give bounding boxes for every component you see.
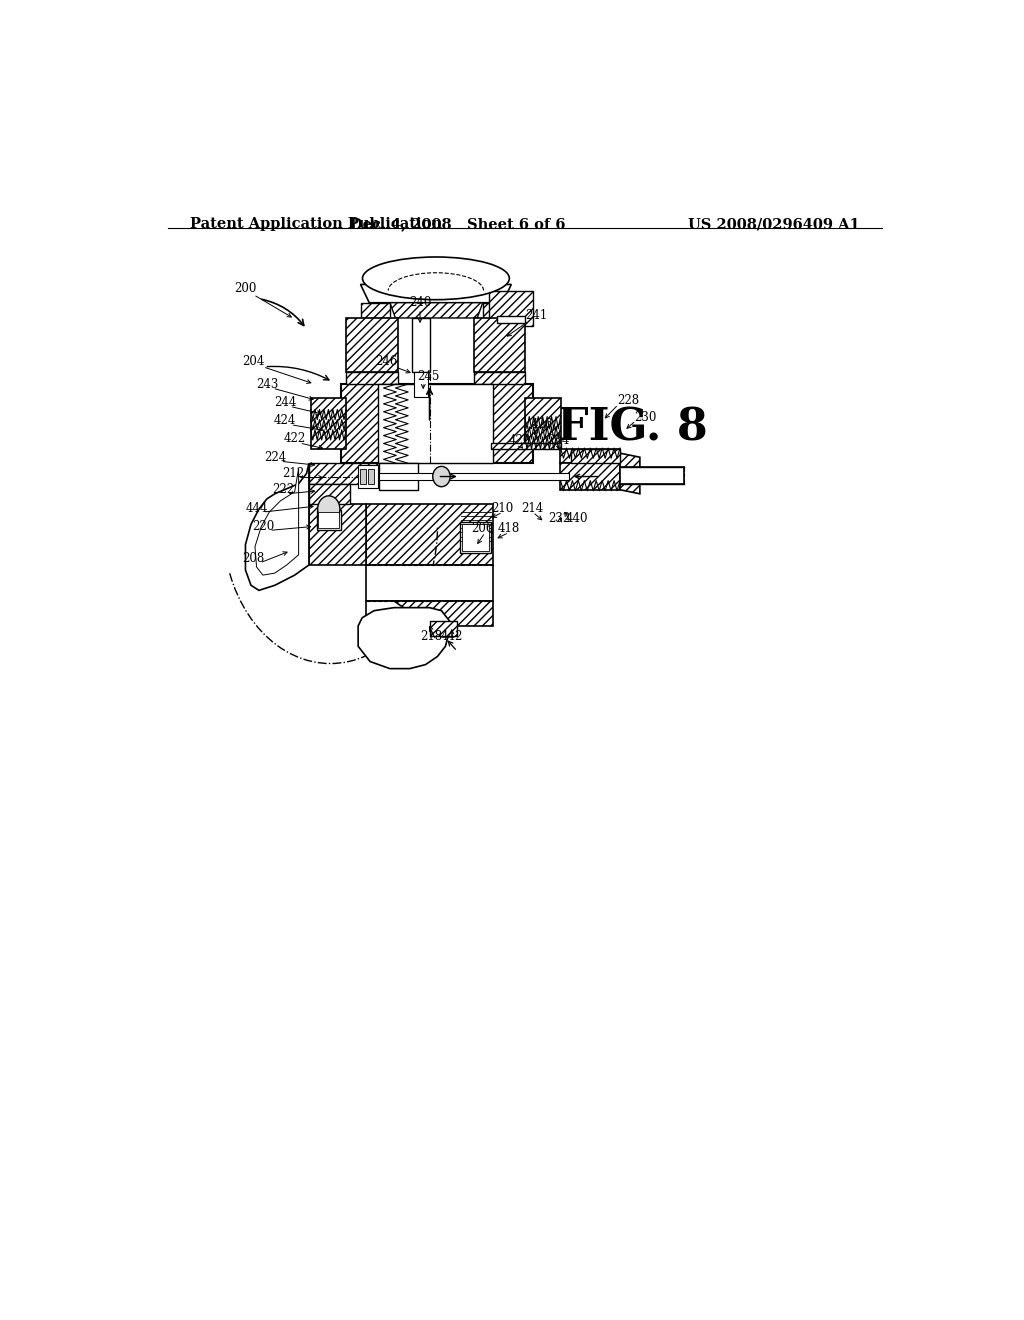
Polygon shape — [255, 469, 299, 576]
Ellipse shape — [317, 496, 340, 523]
Polygon shape — [246, 463, 309, 590]
Bar — [358, 466, 378, 487]
Ellipse shape — [433, 466, 451, 487]
Polygon shape — [482, 302, 517, 318]
Bar — [379, 463, 419, 490]
Text: 244: 244 — [274, 396, 296, 409]
Polygon shape — [474, 318, 524, 372]
Polygon shape — [620, 467, 684, 483]
Polygon shape — [367, 504, 494, 565]
Polygon shape — [358, 607, 450, 669]
Polygon shape — [309, 463, 380, 483]
Bar — [412, 318, 430, 372]
Polygon shape — [360, 302, 390, 318]
Polygon shape — [309, 504, 367, 565]
Bar — [359, 470, 367, 483]
Text: 442: 442 — [440, 630, 463, 643]
Polygon shape — [474, 372, 524, 384]
Text: 214: 214 — [521, 502, 544, 515]
Polygon shape — [620, 453, 640, 494]
Polygon shape — [390, 302, 482, 318]
Polygon shape — [430, 620, 458, 636]
Polygon shape — [414, 372, 428, 397]
Polygon shape — [367, 565, 494, 601]
Polygon shape — [394, 601, 494, 626]
Text: 224: 224 — [264, 450, 286, 463]
Text: 424: 424 — [274, 414, 296, 428]
Text: 200: 200 — [234, 282, 257, 294]
Text: 241: 241 — [524, 309, 547, 322]
Polygon shape — [560, 449, 620, 463]
Text: 210: 210 — [492, 502, 514, 515]
Bar — [368, 470, 374, 483]
Polygon shape — [524, 399, 560, 449]
Bar — [378, 384, 494, 463]
Ellipse shape — [362, 257, 509, 300]
Polygon shape — [346, 372, 397, 384]
Text: US 2008/0296409 A1: US 2008/0296409 A1 — [688, 218, 860, 231]
Bar — [316, 510, 341, 531]
Text: 208: 208 — [243, 552, 264, 565]
Text: FIG. 8: FIG. 8 — [557, 407, 708, 449]
Bar — [460, 523, 492, 553]
Bar — [379, 474, 569, 479]
Polygon shape — [360, 284, 511, 302]
Text: Patent Application Publication: Patent Application Publication — [189, 218, 442, 231]
Text: 440: 440 — [566, 512, 589, 525]
Text: 426: 426 — [531, 418, 553, 432]
Text: 422: 422 — [284, 433, 306, 445]
Text: 230: 230 — [634, 411, 656, 424]
Bar — [318, 512, 339, 528]
Text: 240: 240 — [409, 296, 431, 309]
Text: 444: 444 — [246, 502, 268, 515]
Text: 243: 243 — [256, 378, 279, 391]
Polygon shape — [492, 444, 560, 449]
Polygon shape — [497, 315, 524, 323]
Text: 204: 204 — [243, 355, 264, 368]
Polygon shape — [346, 318, 397, 372]
Text: 245: 245 — [417, 371, 439, 383]
Text: 418: 418 — [498, 521, 520, 535]
Text: 234: 234 — [547, 434, 569, 447]
Text: Dec. 4, 2008   Sheet 6 of 6: Dec. 4, 2008 Sheet 6 of 6 — [349, 218, 565, 231]
Polygon shape — [310, 399, 346, 449]
Text: 228: 228 — [616, 393, 639, 407]
Text: 246: 246 — [375, 355, 397, 368]
Text: 232: 232 — [549, 512, 570, 525]
Polygon shape — [367, 601, 422, 626]
Polygon shape — [570, 449, 620, 463]
Text: 420: 420 — [509, 434, 531, 447]
Text: 222: 222 — [271, 483, 294, 496]
Text: 218: 218 — [420, 630, 442, 643]
Text: 220: 220 — [252, 520, 274, 533]
Polygon shape — [489, 290, 532, 326]
Polygon shape — [560, 463, 620, 490]
Polygon shape — [341, 384, 532, 463]
Polygon shape — [309, 483, 350, 504]
Text: 212: 212 — [282, 467, 304, 480]
Text: 206: 206 — [471, 521, 494, 535]
Bar — [462, 524, 489, 550]
